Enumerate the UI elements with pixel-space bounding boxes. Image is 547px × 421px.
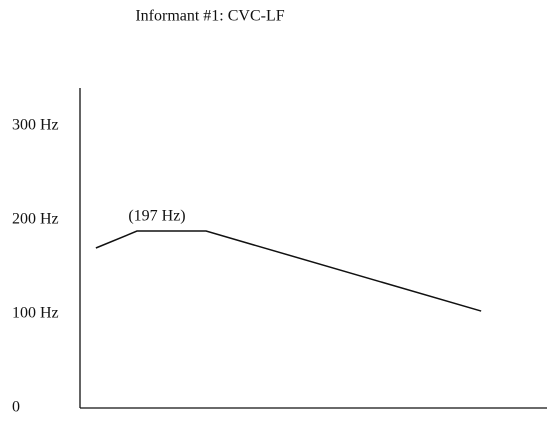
- pitch-line: [95, 230, 482, 312]
- y-tick-label: 0: [12, 399, 20, 416]
- y-tick-label: 300 Hz: [12, 116, 59, 133]
- y-tick-label: 200 Hz: [12, 210, 59, 227]
- chart-title: Informant #1: CVC-LF: [135, 8, 284, 25]
- annotation: (197 Hz): [128, 208, 185, 225]
- y-tick-label: 100 Hz: [12, 305, 59, 322]
